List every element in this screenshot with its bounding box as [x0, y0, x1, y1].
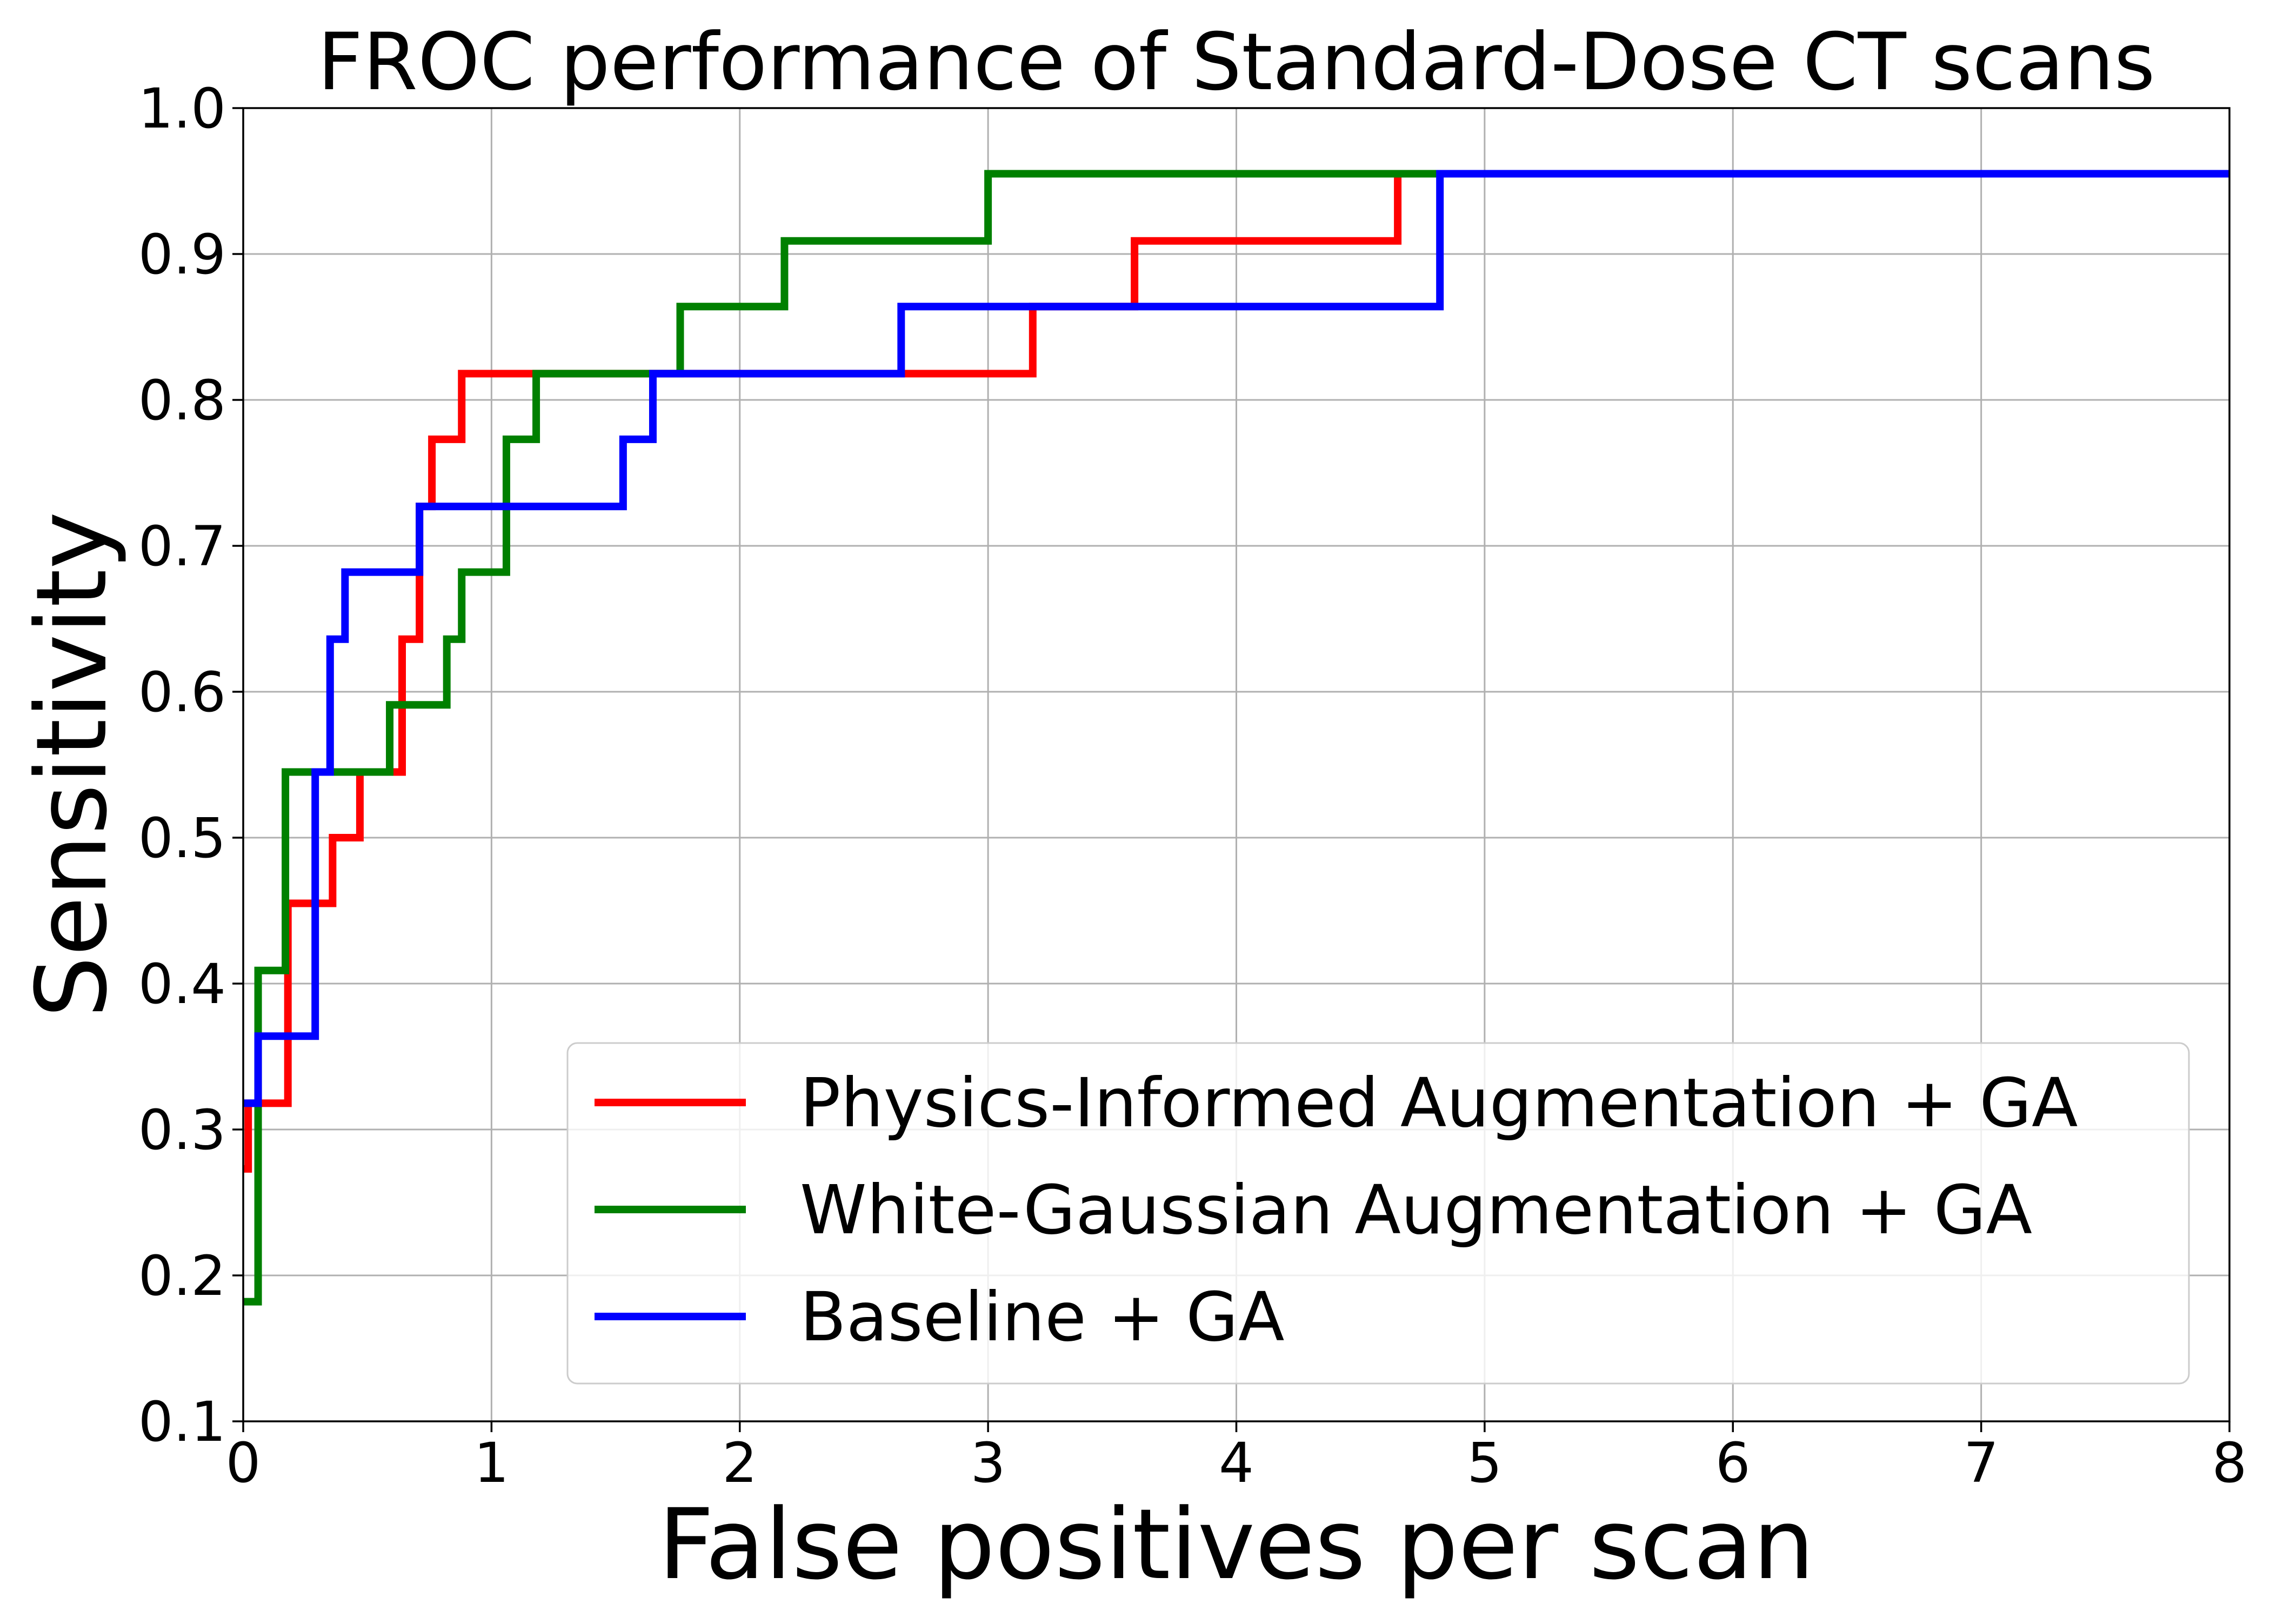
y-tick-label-0: 0.1 — [138, 1390, 226, 1454]
y-tick-label-1: 0.2 — [138, 1244, 226, 1308]
x-tick-label-1: 1 — [474, 1431, 509, 1495]
y-tick-label-9: 1.0 — [138, 77, 226, 141]
y-tick-label-8: 0.9 — [138, 223, 226, 287]
y-tick-label-5: 0.6 — [138, 660, 226, 725]
ticks-layer: 0 1 2 3 4 5 6 7 8 0.1 0.2 0.3 0.4 0.5 0.6 0.7 0.8 0.9 1.0 — [138, 77, 2247, 1495]
y-tick-label-7: 0.8 — [138, 369, 226, 433]
series-line-1 — [243, 170, 2229, 1306]
x-tick-label-6: 6 — [1715, 1431, 1751, 1495]
x-tick-label-3: 3 — [971, 1431, 1006, 1495]
x-tick-label-5: 5 — [1467, 1431, 1502, 1495]
chart-title: FROC performance of Standard-Dose CT sca… — [317, 16, 2155, 108]
series-layer — [243, 170, 2229, 1306]
legend-label-1: White-Gaussian Augmentation + GA — [800, 1171, 2032, 1249]
legend-label-2: Baseline + GA — [800, 1278, 1285, 1356]
x-tick-label-2: 2 — [722, 1431, 757, 1495]
y-tick-label-4: 0.5 — [138, 806, 226, 871]
x-axis-label: False positives per scan — [658, 1488, 1814, 1601]
x-tick-label-0: 0 — [226, 1431, 261, 1495]
legend-box — [566, 1042, 2190, 1385]
x-tick-label-8: 8 — [2212, 1431, 2247, 1495]
y-axis-label: Sensitivity — [16, 511, 129, 1018]
legend: Physics-Informed Augmentation + GA White-… — [566, 1042, 2190, 1385]
y-tick-label-6: 0.7 — [138, 514, 226, 579]
x-tick-label-7: 7 — [1964, 1431, 1999, 1495]
x-tick-label-4: 4 — [1219, 1431, 1254, 1495]
series-line-2 — [243, 170, 2229, 1107]
y-tick-label-2: 0.3 — [138, 1098, 226, 1162]
y-tick-label-3: 0.4 — [138, 952, 226, 1017]
legend-label-0: Physics-Informed Augmentation + GA — [800, 1064, 2078, 1142]
